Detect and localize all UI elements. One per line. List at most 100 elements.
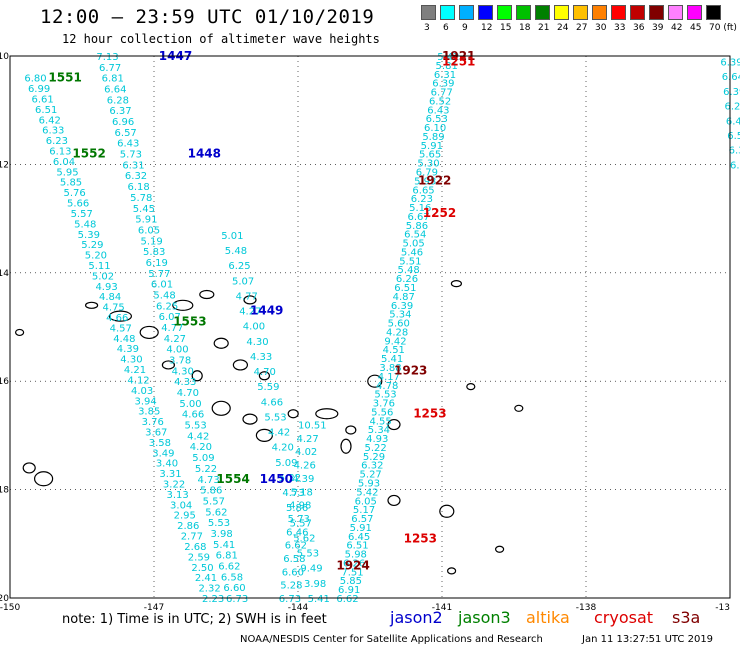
island-outline — [439, 504, 455, 518]
wave-height-value: 4.93 — [95, 282, 117, 293]
wave-height-value: 5.83 — [143, 247, 165, 258]
wave-height-value: 6.32 — [125, 171, 147, 182]
wave-height-value: 4.12 — [127, 375, 149, 386]
pass-label: 1253 — [413, 407, 446, 421]
wave-height-value: 6.45 — [348, 532, 370, 543]
wave-height-value: 4.78 — [376, 381, 398, 392]
island-outline — [232, 359, 248, 371]
wave-height-value: 6.73 — [226, 594, 248, 605]
wave-height-value: 5.57 — [203, 496, 225, 507]
longitude-tick-label: -13 — [715, 603, 730, 613]
wave-height-value: 6.39 — [723, 87, 740, 98]
longitude-tick-label: -147 — [144, 603, 164, 613]
wave-height-value: 6.57 — [115, 128, 137, 139]
island-outline — [466, 383, 476, 391]
legend-swatch — [592, 5, 607, 20]
wave-height-value: 4.26 — [294, 461, 316, 472]
wave-height-value: 7.13 — [96, 52, 118, 63]
wave-height-value: 5.86 — [286, 503, 308, 514]
wave-height-value: 5.56 — [371, 407, 393, 418]
satellite-name: altika — [526, 608, 570, 627]
latitude-tick-label: -12 — [0, 160, 9, 170]
wave-height-value: 5.53 — [185, 421, 207, 432]
wave-height-value: 6.31 — [122, 160, 144, 171]
wave-height-value: 2.68 — [184, 542, 206, 553]
legend-label: 9 — [462, 23, 468, 33]
wave-height-value: 10.51 — [298, 421, 327, 432]
wave-height-value: 5.59 — [257, 382, 279, 393]
wave-height-value: 6.18 — [128, 182, 150, 193]
wave-height-value: 3.04 — [170, 500, 192, 511]
wave-height-value: 6.23 — [411, 194, 433, 205]
wave-height-value: 5.53 — [208, 518, 230, 529]
wave-height-value: 5.02 — [92, 271, 114, 282]
wave-height-value: 5.34 — [368, 425, 390, 436]
wave-height-value: 6.19 — [146, 258, 168, 269]
wave-height-value: 5.29 — [363, 452, 385, 463]
wave-height-value: 6.57 — [351, 514, 373, 525]
wave-height-value: 4.73 — [197, 475, 219, 486]
wave-height-value: 6.05 — [138, 225, 160, 236]
island-outline — [172, 299, 194, 311]
legend-swatch — [649, 5, 664, 20]
legend-label: 6 — [443, 23, 449, 33]
pass-label: 1450 — [260, 472, 293, 486]
legend-swatch — [573, 5, 588, 20]
wave-height-value: 6.60 — [282, 567, 304, 578]
wave-height-value: 3.76 — [142, 417, 164, 428]
wave-height-value: 2.41 — [195, 573, 217, 584]
wave-height-value: 2.77 — [181, 532, 203, 543]
latitude-tick-label: -10 — [0, 52, 9, 62]
wave-height-value: 4.70 — [254, 367, 276, 378]
wave-height-value: 4.17 — [378, 372, 400, 383]
wave-height-value: 9.42 — [384, 336, 406, 347]
wave-height-value: 5.89 — [422, 132, 444, 143]
island-outline — [450, 280, 462, 288]
longitude-tick-label: -144 — [288, 603, 309, 613]
wave-height-value: 4.57 — [110, 323, 132, 334]
wave-height-value: 5.34 — [389, 310, 411, 321]
wave-height-value: 6.51 — [727, 131, 740, 142]
legend-swatch — [421, 5, 436, 20]
pass-label: 1554 — [216, 472, 249, 486]
legend-label: 42 — [671, 23, 683, 33]
wave-height-value: 4.00 — [243, 322, 265, 333]
legend-swatch — [459, 5, 474, 20]
legend-swatch — [497, 5, 512, 20]
pass-label: 1449 — [250, 304, 283, 318]
wave-height-value: 6.04 — [53, 157, 75, 168]
wave-height-value: 5.62 — [293, 533, 315, 544]
island-outline — [315, 408, 339, 420]
wave-height-value: 5.05 — [402, 239, 424, 250]
wave-height-value: 4.98 — [289, 501, 311, 512]
wave-height-value: 6.62 — [218, 561, 240, 572]
wave-height-value: 6.58 — [283, 554, 305, 565]
credit-line: NOAA/NESDIS Center for Satellite Applica… — [240, 634, 543, 645]
wave-height-value: 6.10 — [424, 123, 446, 134]
wave-height-value: 6.25 — [228, 261, 250, 272]
wave-height-value: 4.39 — [292, 474, 314, 485]
wave-height-value: 6.26 — [343, 558, 365, 569]
wave-height-value: 3.22 — [163, 480, 185, 491]
wave-height-value: 4.27 — [297, 434, 319, 445]
wave-height-value: 5.91 — [421, 141, 443, 152]
wave-height-value: 5.27 — [360, 470, 382, 481]
wave-height-value: 4.28 — [386, 327, 408, 338]
wave-height-value: 4.30 — [172, 366, 194, 377]
island-outline — [211, 400, 231, 416]
pass-label: 1922 — [418, 174, 451, 188]
wave-height-value: 6.33 — [42, 126, 64, 137]
island-outline — [33, 471, 54, 487]
wave-height-value: 5.53 — [297, 549, 319, 560]
wave-height-value: 4.51 — [383, 345, 405, 356]
wave-height-value: 5.73 — [120, 150, 142, 161]
wave-height-value: 4.77 — [161, 323, 183, 334]
wave-height-value: 5.48 — [74, 219, 96, 230]
wave-height-value: 6.43 — [117, 139, 139, 150]
wave-height-value: 5.73 — [288, 514, 310, 525]
wave-height-value: 2.23 — [202, 594, 224, 605]
wave-height-value: 5.16 — [409, 203, 431, 214]
latitude-tick-label: -16 — [0, 377, 9, 387]
pass-label: 1252 — [423, 206, 456, 220]
